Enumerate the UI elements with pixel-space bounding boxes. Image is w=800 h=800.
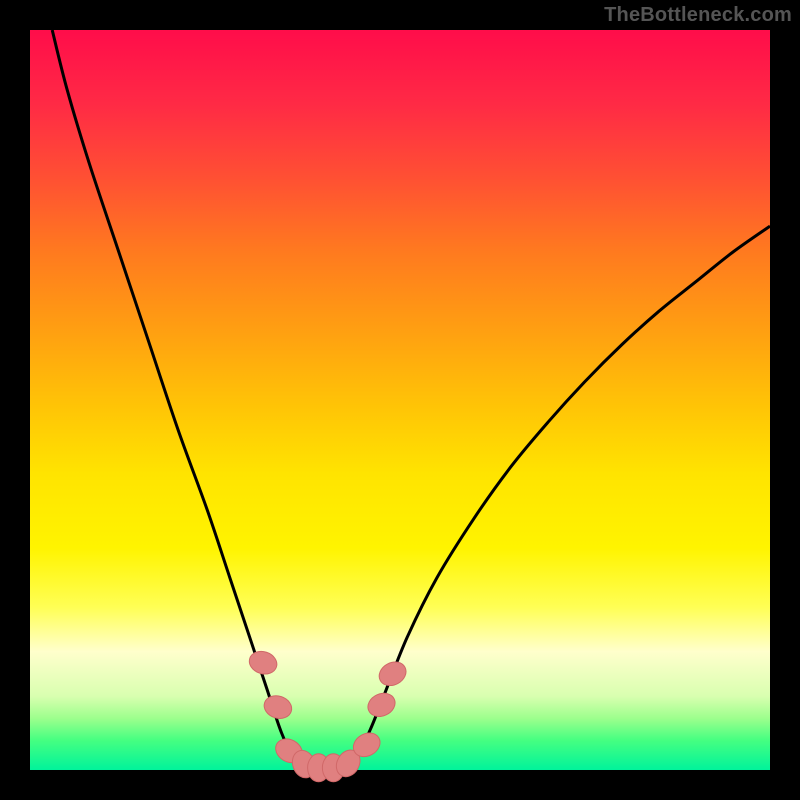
marker-bead xyxy=(375,658,410,691)
bottleneck-curve xyxy=(52,30,770,771)
watermark-text: TheBottleneck.com xyxy=(604,4,792,27)
plot-area xyxy=(30,30,770,770)
marker-bead xyxy=(364,689,399,720)
chart-svg xyxy=(30,30,770,770)
marker-bead xyxy=(246,648,279,678)
marker-bead xyxy=(261,692,294,722)
curve-markers xyxy=(246,648,410,782)
